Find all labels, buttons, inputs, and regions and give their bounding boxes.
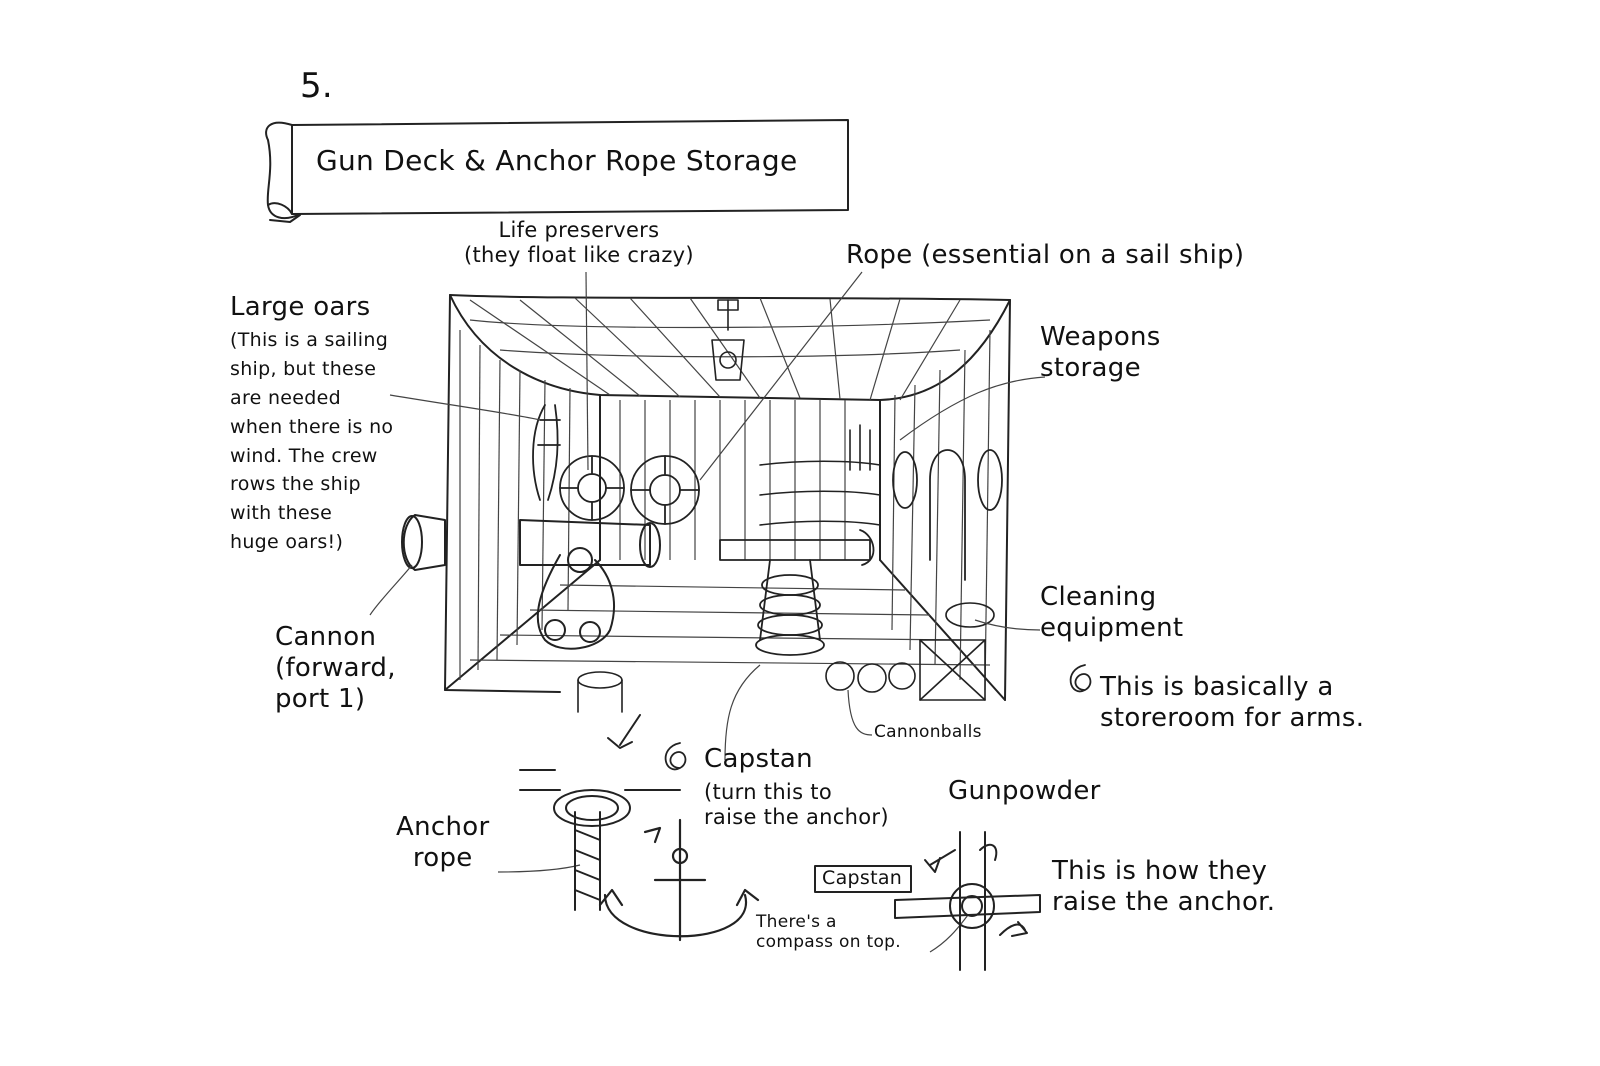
label-raise-anchor-note: This is how they raise the anchor. <box>1052 856 1276 918</box>
label-cannon: Cannon (forward, port 1) <box>275 622 396 715</box>
room-frame <box>444 294 1011 701</box>
label-compass-note: There's a compass on top. <box>756 912 901 953</box>
label-life-preservers: Life preservers (they float like crazy) <box>464 218 694 268</box>
cannonballs <box>825 661 916 693</box>
wall-planks <box>459 329 991 691</box>
portholes <box>892 449 1003 581</box>
cannon-icon <box>401 514 661 650</box>
page-number: 5. <box>300 66 334 106</box>
anchor-rope-diagram <box>519 769 681 911</box>
label-cleaning-equipment: Cleaning equipment <box>1040 582 1184 644</box>
label-anchor-rope: Anchor rope <box>396 812 490 874</box>
life-preserver-icon <box>559 455 700 525</box>
label-weapons-storage: Weapons storage <box>1040 322 1161 384</box>
scroll-banner-icon <box>265 119 849 223</box>
floor-planks <box>469 584 991 666</box>
leader-lines <box>369 271 1046 953</box>
label-rope: Rope (essential on a sail ship) <box>846 240 1245 270</box>
oars <box>532 404 561 501</box>
page-title: Gun Deck & Anchor Rope Storage <box>316 144 798 177</box>
capstan-box <box>814 865 912 893</box>
label-capstan-box: Capstan <box>822 867 903 889</box>
label-storeroom-note: This is basically a storeroom for arms. <box>1100 672 1365 734</box>
label-capstan-note: (turn this to raise the anchor) <box>704 780 889 830</box>
label-large-oars-title: Large oars <box>230 292 371 322</box>
lantern-icon <box>711 299 745 381</box>
capstan-top-diagram <box>814 831 1041 971</box>
down-arrow-icon <box>607 714 641 749</box>
label-capstan-title: Capstan <box>704 744 813 774</box>
spiral-bullet-icon <box>664 664 1092 771</box>
capstan-icon <box>719 529 875 656</box>
weapons-rack <box>759 424 881 526</box>
barrel-icon <box>577 602 995 713</box>
label-large-oars-note: (This is a sailing ship, but these are n… <box>230 329 394 554</box>
label-cannonballs: Cannonballs <box>874 722 982 742</box>
label-gunpowder: Gunpowder <box>948 776 1101 806</box>
anchor-icon <box>598 818 760 942</box>
